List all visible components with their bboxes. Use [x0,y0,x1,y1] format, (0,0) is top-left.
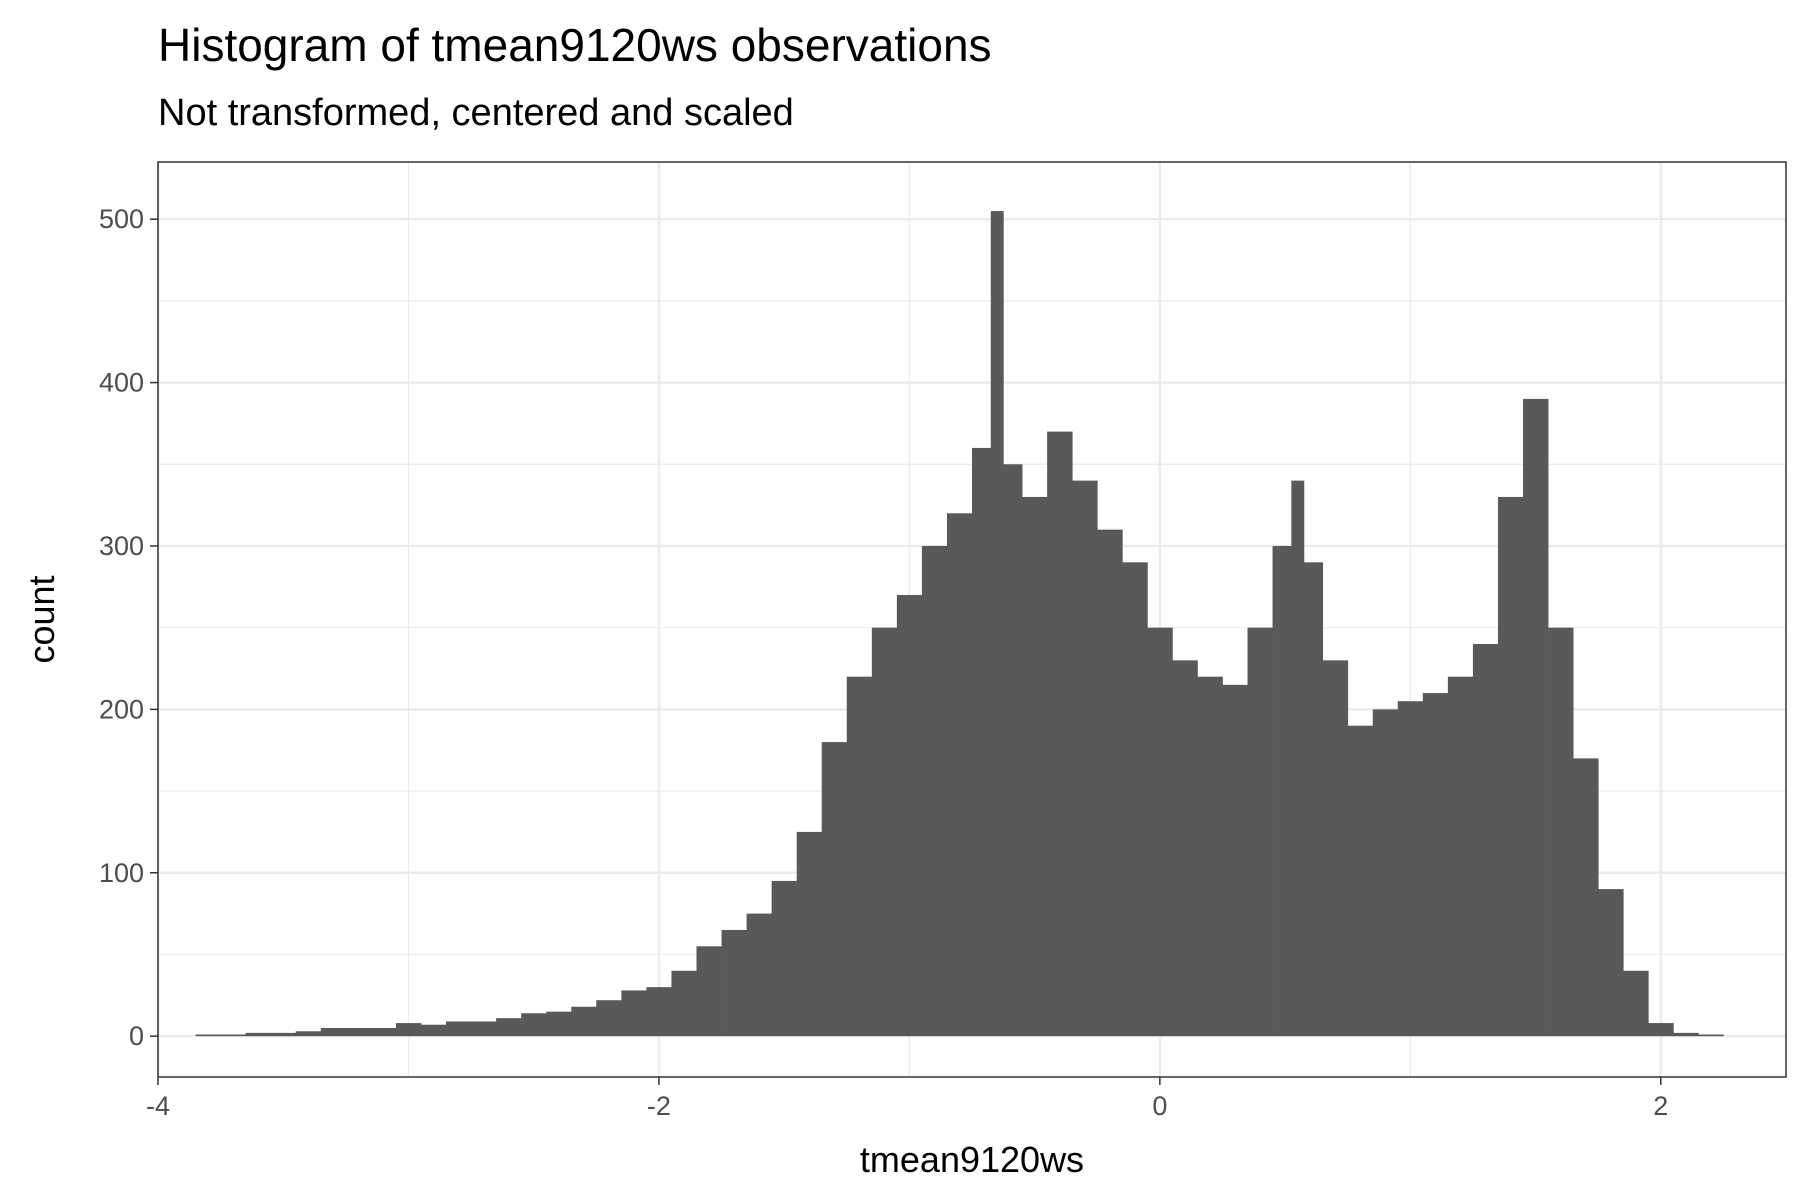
plot-panel-border [157,161,1787,1078]
histogram-bar [245,1032,272,1037]
histogram-bar [546,1011,572,1037]
histogram-bar [195,1034,222,1037]
histogram-bar [1272,545,1292,1037]
histogram-bar [846,676,873,1037]
histogram-bar [1472,644,1499,1037]
y-tick-label: 0 [129,1021,144,1051]
histogram-bar [796,831,823,1037]
bars-layer [195,211,1724,1037]
y-axis-title: count [21,575,62,663]
histogram-bar [1397,701,1424,1037]
histogram-bar [1291,480,1305,1037]
y-tick-label: 400 [99,368,144,398]
histogram-bar [1247,627,1273,1037]
histogram-bar [746,913,773,1037]
x-axis-title: tmean9120ws [860,1139,1084,1180]
histogram-bar [1322,660,1349,1037]
histogram-bar [521,1013,547,1037]
histogram-bar [1072,480,1098,1037]
histogram-bar [596,1000,622,1037]
histogram-bar [972,447,992,1037]
histogram-bar [1573,758,1599,1037]
histogram-bar [1022,496,1048,1037]
chart-title: Histogram of tmean9120ws observations [158,19,992,71]
histogram-bar [946,513,973,1037]
histogram-bar [621,990,647,1037]
x-tick-label: -4 [146,1091,170,1121]
histogram-bar [896,594,923,1037]
histogram-bar [1003,464,1023,1037]
histogram-bar [1523,398,1549,1037]
histogram-bar [771,880,798,1037]
histogram-bar [446,1021,472,1037]
histogram-bar [1648,1023,1674,1037]
histogram-bar [871,627,898,1037]
histogram-bar [295,1031,322,1037]
histogram-bar [721,929,747,1037]
histogram-bar [1548,627,1574,1037]
histogram-bar [1197,676,1223,1037]
histogram-bar [471,1021,497,1037]
histogram-bar [220,1034,247,1037]
x-tick-label: -2 [647,1091,671,1121]
histogram-bar [921,545,948,1037]
histogram-bar [1147,627,1173,1037]
histogram-bar [1047,431,1073,1037]
histogram-bar [1122,562,1148,1037]
histogram-bar [370,1027,397,1037]
x-tick-label: 0 [1152,1091,1167,1121]
ticks-layer: -4 -2 0 2 0 100 200 300 400 500 [99,204,1668,1121]
histogram-bar [1698,1034,1724,1037]
y-tick-label: 100 [99,858,144,888]
histogram-bar [1673,1032,1699,1037]
y-tick-label: 500 [99,204,144,234]
histogram-bar [1598,889,1624,1037]
histogram-bar [270,1032,297,1037]
histogram-bar [990,211,1004,1037]
histogram-bar [1303,562,1324,1037]
histogram-bar [496,1018,522,1037]
histogram-bar [345,1027,372,1037]
histogram-bar [420,1024,447,1037]
histogram-bar [1372,709,1399,1037]
histogram-bar [320,1027,347,1037]
histogram-bar [1347,725,1374,1037]
histogram-bar [571,1006,597,1037]
histogram-bar [646,987,672,1037]
histogram-bar [1222,684,1248,1037]
y-tick-label: 300 [99,531,144,561]
y-tick-label: 200 [99,694,144,724]
histogram-bar [1497,496,1524,1037]
histogram-bar [395,1023,422,1037]
histogram-bar [1097,529,1123,1037]
histogram-bar [696,946,722,1037]
histogram-bar [821,742,848,1037]
chart-subtitle: Not transformed, centered and scaled [158,92,794,134]
histogram-bar [1447,676,1474,1037]
histogram-bar [1422,693,1449,1037]
histogram-bar [1623,970,1649,1037]
histogram-bar [671,970,697,1037]
histogram-bar [1172,660,1198,1037]
x-tick-label: 2 [1653,1091,1668,1121]
